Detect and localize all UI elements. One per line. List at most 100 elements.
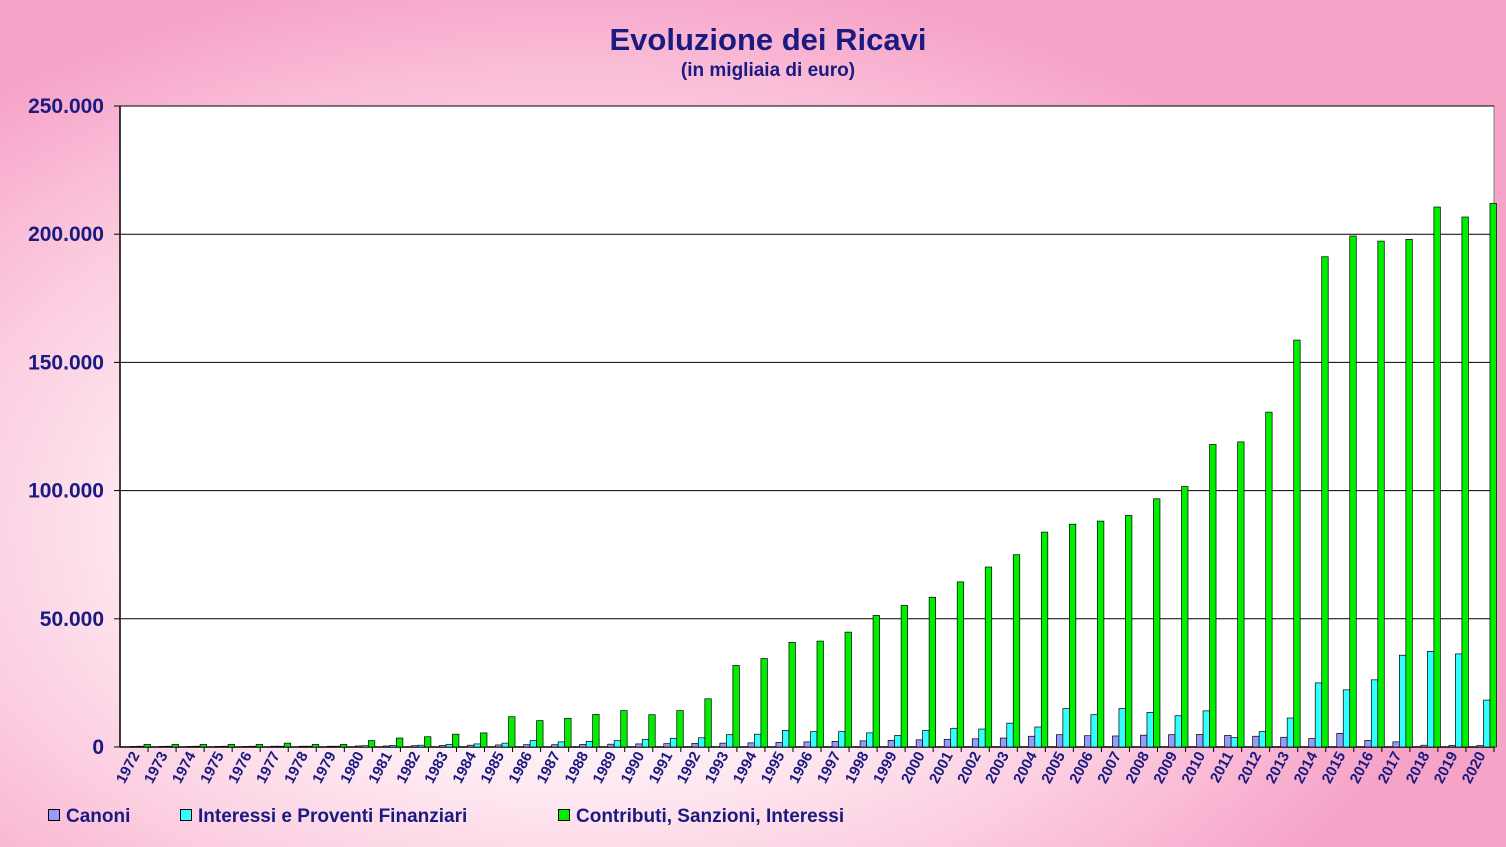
x-tick-label: 2017 bbox=[1375, 749, 1406, 786]
x-tick-label: 1985 bbox=[477, 749, 508, 786]
bar-interessi bbox=[137, 745, 145, 748]
y-tick-label: 0 bbox=[92, 736, 104, 759]
bar-canoni bbox=[1140, 734, 1148, 748]
bar-contributi bbox=[592, 714, 600, 748]
bar-interessi bbox=[501, 742, 509, 748]
x-tick-label: 1974 bbox=[169, 748, 200, 786]
bar-contributi bbox=[1265, 411, 1273, 748]
x-tick-label: 1984 bbox=[449, 748, 480, 786]
bar-interessi bbox=[838, 731, 846, 748]
bar-contributi bbox=[1461, 216, 1469, 748]
x-tick-label: 1977 bbox=[253, 749, 284, 786]
x-tick-label: 2010 bbox=[1178, 749, 1209, 786]
legend-item-canoni: Canoni bbox=[48, 806, 130, 828]
bar-contributi bbox=[760, 658, 768, 748]
bar-contributi bbox=[816, 640, 824, 748]
bar-canoni bbox=[971, 738, 980, 748]
bar-canoni bbox=[383, 745, 391, 748]
x-tick-label: 1986 bbox=[505, 749, 536, 786]
bar-canoni bbox=[607, 743, 615, 748]
bar-contributi bbox=[956, 581, 965, 748]
chart-subtitle: (in migliaia di euro) bbox=[680, 60, 856, 81]
x-tick-label: 1994 bbox=[730, 748, 761, 786]
bar-canoni bbox=[887, 739, 895, 748]
bar-canoni bbox=[242, 746, 251, 748]
x-tick-label: 2020 bbox=[1459, 749, 1490, 786]
bar-canoni bbox=[158, 746, 166, 748]
bar-interessi bbox=[1202, 710, 1210, 748]
bar-contributi bbox=[227, 744, 235, 748]
bar-contributi bbox=[984, 566, 993, 748]
y-tick-label: 200.000 bbox=[28, 223, 104, 246]
bar-interessi bbox=[894, 735, 902, 748]
x-tick-label: 2013 bbox=[1263, 749, 1294, 786]
bar-interessi bbox=[1370, 679, 1379, 748]
x-tick-label: 2006 bbox=[1066, 749, 1097, 786]
x-tick-label: 1975 bbox=[197, 749, 228, 786]
bar-canoni bbox=[915, 739, 923, 748]
bar-canoni bbox=[1308, 738, 1316, 748]
bar-contributi bbox=[788, 642, 796, 748]
x-tick-label: 2018 bbox=[1403, 749, 1434, 786]
x-tick-label: 2014 bbox=[1291, 748, 1322, 786]
y-tick-label: 50.000 bbox=[40, 608, 104, 631]
bar-canoni bbox=[298, 745, 307, 748]
bar-contributi bbox=[424, 736, 432, 748]
bar-contributi bbox=[844, 631, 852, 748]
bar-canoni bbox=[803, 741, 811, 748]
bar-interessi bbox=[1062, 708, 1070, 748]
bar-canoni bbox=[1280, 736, 1288, 748]
bar-canoni bbox=[1224, 735, 1232, 748]
bar-contributi bbox=[620, 710, 628, 748]
bar-interessi bbox=[193, 745, 201, 748]
bar-canoni bbox=[495, 744, 503, 748]
legend-swatch-contributi bbox=[558, 809, 570, 821]
bar-contributi bbox=[536, 720, 544, 748]
bar-canoni bbox=[1196, 734, 1204, 748]
bar-interessi bbox=[1230, 737, 1238, 748]
bar-canoni bbox=[130, 746, 138, 748]
x-tick-label: 1983 bbox=[421, 749, 452, 786]
x-tick-label: 2011 bbox=[1207, 749, 1237, 786]
bar-contributi bbox=[704, 698, 712, 748]
bar-contributi bbox=[199, 744, 207, 748]
bar-interessi bbox=[249, 745, 257, 748]
bar-canoni bbox=[579, 744, 587, 748]
bar-interessi bbox=[697, 737, 706, 748]
bar-contributi bbox=[1012, 554, 1021, 748]
bar-canoni bbox=[523, 744, 531, 748]
bar-contributi bbox=[648, 714, 656, 748]
bar-interessi bbox=[1174, 715, 1182, 748]
x-tick-label: 2009 bbox=[1150, 749, 1181, 786]
x-tick-label: 2019 bbox=[1431, 749, 1462, 786]
legend-label-canoni: Canoni bbox=[66, 806, 131, 827]
bar-interessi bbox=[557, 741, 565, 748]
bar-contributi bbox=[1433, 206, 1441, 748]
legend-label-contributi: Contributi, Sanzioni, Interessi bbox=[576, 806, 845, 827]
bar-interessi bbox=[810, 731, 818, 748]
bar-contributi bbox=[1349, 235, 1357, 748]
bar-canoni bbox=[859, 740, 867, 748]
bar-canoni bbox=[747, 742, 755, 748]
x-tick-label: 1979 bbox=[309, 749, 340, 786]
bar-interessi bbox=[529, 740, 537, 748]
x-tick-label: 1991 bbox=[646, 749, 677, 786]
x-tick-label: 1987 bbox=[533, 749, 564, 786]
bar-contributi bbox=[1181, 486, 1189, 748]
bar-contributi bbox=[1489, 203, 1497, 748]
bar-interessi bbox=[1286, 717, 1295, 748]
bar-contributi bbox=[452, 733, 460, 748]
bar-contributi bbox=[255, 744, 264, 748]
legend-item-interessi: Interessi e Proventi Finanziari bbox=[180, 806, 467, 828]
bar-interessi bbox=[1455, 653, 1463, 748]
chart-title: Evoluzione dei Ricavi bbox=[609, 22, 927, 57]
bar-interessi bbox=[1006, 722, 1014, 748]
bar-interessi bbox=[1090, 714, 1098, 748]
bar-canoni bbox=[326, 745, 335, 748]
x-tick-label: 2016 bbox=[1347, 749, 1378, 786]
y-tick-label: 150.000 bbox=[28, 351, 104, 374]
bar-contributi bbox=[480, 732, 488, 748]
x-tick-label: 2007 bbox=[1094, 749, 1125, 786]
bar-interessi bbox=[277, 745, 285, 748]
